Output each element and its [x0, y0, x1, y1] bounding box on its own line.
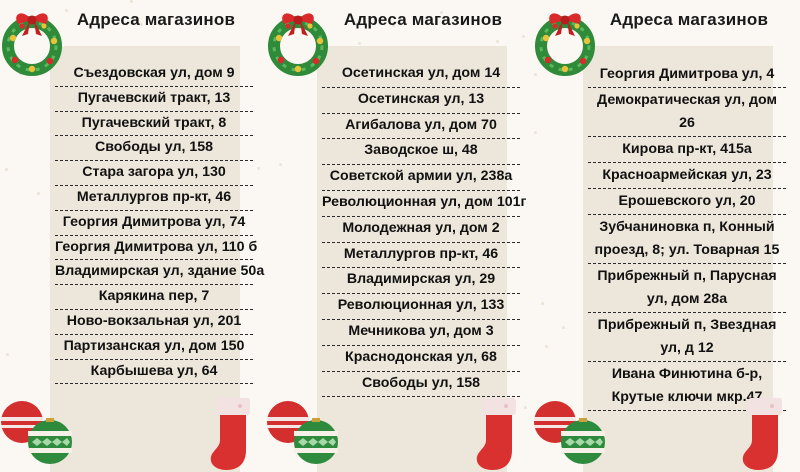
snow-dot — [358, 42, 361, 45]
snow-dot — [257, 167, 260, 170]
address-item: Мечникова ул, дом 3 — [322, 320, 520, 346]
snow-dot — [534, 73, 537, 76]
address-item: Красноармейская ул, 23 — [588, 163, 786, 189]
snow-dot — [130, 0, 133, 3]
address-panel — [50, 46, 240, 472]
address-column-2: Адреса магазинов Осетинская ул, дом 14 О… — [267, 0, 531, 472]
address-item: Металлургов пр-кт, 46 — [55, 186, 253, 211]
address-item: Ивана Финютина б-р, Крутые ключи мкр.47 — [588, 362, 786, 411]
snow-dot — [392, 24, 395, 27]
address-list: Осетинская ул, дом 14 Осетинская ул, 13 … — [322, 62, 526, 398]
address-item: Прибрежный п, Парусная ул, дом 28а — [588, 264, 786, 313]
address-column-1: Адреса магазинов Съездовская ул, дом 9 П… — [0, 0, 264, 472]
snow-dot — [279, 163, 282, 166]
snow-dot — [496, 40, 499, 43]
address-list: Георгия Димитрова ул, 4 Демократическая … — [588, 62, 786, 411]
column-title: Адреса магазинов — [76, 10, 236, 29]
address-item: Пугачевский тракт, 8 — [55, 112, 253, 137]
address-item: Георгия Димитрова ул, 4 — [588, 62, 786, 88]
address-item: Демократическая ул, дом 26 — [588, 88, 786, 137]
address-item: Молодежная ул, дом 2 — [322, 217, 520, 243]
snow-dot — [524, 406, 527, 409]
snow-dot — [65, 9, 68, 12]
stocking-icon — [210, 398, 250, 470]
address-item: Партизанская ул, дом 150 — [55, 335, 253, 360]
snow-dot — [562, 326, 565, 329]
column-title: Адреса магазинов — [343, 10, 503, 29]
address-item: Революционная ул, дом 101г — [322, 191, 526, 217]
address-item: Осетинская ул, дом 14 — [322, 62, 520, 88]
address-item: Свободы ул, 158 — [55, 136, 253, 162]
address-item: Ерошевского ул, 20 — [588, 189, 786, 215]
snow-dot — [522, 35, 525, 38]
address-list: Съездовская ул, дом 9 Пугачевский тракт,… — [55, 62, 264, 385]
address-item: Георгия Димитрова ул, 74 — [55, 211, 253, 236]
address-item: Ново-вокзальная ул, 201 — [55, 310, 253, 335]
address-item: Пугачевский тракт, 13 — [55, 87, 253, 112]
snow-dot — [134, 17, 137, 20]
ornament-icon — [561, 418, 605, 464]
ornament-icon — [28, 418, 72, 464]
stocking-icon — [742, 398, 782, 470]
address-panel — [317, 46, 507, 472]
address-item: Владимирская ул, 29 — [322, 268, 520, 295]
snow-dot — [440, 11, 443, 14]
snow-dot — [5, 168, 8, 171]
address-item: Зубчаниновка п, Конный проезд, 8; ул. То… — [588, 215, 786, 264]
address-item: Краснодонская ул, 68 — [322, 346, 520, 372]
address-item: Прибрежный п, Звездная ул, д 12 — [588, 313, 786, 362]
address-item: Кирова пр-кт, 415а — [588, 137, 786, 163]
wreath-icon — [0, 6, 70, 82]
snow-dot — [140, 23, 143, 26]
snow-dot — [541, 302, 544, 305]
ornament-icon — [294, 418, 338, 464]
address-item: Георгия Димитрова ул, 110 б — [55, 236, 257, 261]
address-item: Советской армии ул, 238а — [322, 165, 520, 191]
address-item: Свободы ул, 158 — [322, 372, 520, 398]
address-item: Металлургов пр-кт, 46 — [322, 243, 520, 269]
address-item: Осетинская ул, 13 — [322, 88, 520, 114]
address-panel — [583, 46, 773, 472]
wreath-icon — [533, 6, 603, 82]
address-item: Владимирская ул, здание 50а — [55, 260, 264, 286]
column-title: Адреса магазинов — [609, 10, 769, 29]
snow-dot — [545, 345, 548, 348]
address-item: Агибалова ул, дом 70 — [322, 114, 520, 140]
address-item: Съездовская ул, дом 9 — [55, 62, 253, 87]
address-column-3: Адреса магазинов Георгия Димитрова ул, 4… — [533, 0, 797, 472]
address-item: Революционная ул, 133 — [322, 294, 520, 320]
address-item: Карбышева ул, 64 — [55, 360, 253, 385]
snow-dot — [6, 353, 9, 356]
wreath-icon — [266, 6, 336, 82]
stocking-icon — [476, 398, 516, 470]
address-item: Карякина пер, 7 — [55, 285, 253, 310]
address-item: Стара загора ул, 130 — [55, 161, 253, 186]
address-item: Заводское ш, 48 — [322, 139, 520, 166]
snow-dot — [37, 192, 40, 195]
snow-dot — [534, 131, 537, 134]
